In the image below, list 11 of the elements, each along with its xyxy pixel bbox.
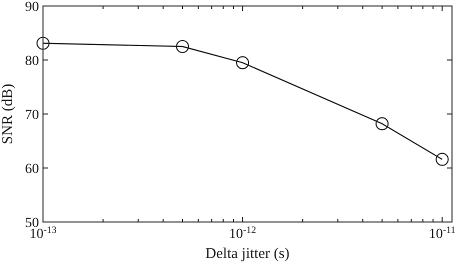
- y-tick-label: 60: [25, 162, 39, 177]
- x-tick-label: 10$^{-11}$: [428, 224, 456, 242]
- y-tick-label: 90: [25, 0, 39, 15]
- point: [236, 56, 250, 70]
- x-axis-title: Delta jitter (s): [205, 246, 290, 262]
- point: [436, 152, 449, 166]
- y-axis-title: SNR (dB): [0, 84, 16, 144]
- point: [36, 36, 50, 50]
- y-tick-label: 80: [25, 54, 39, 69]
- y-tick-label: 70: [25, 108, 39, 123]
- x-tick-label: 10$^{-12}$: [229, 224, 256, 242]
